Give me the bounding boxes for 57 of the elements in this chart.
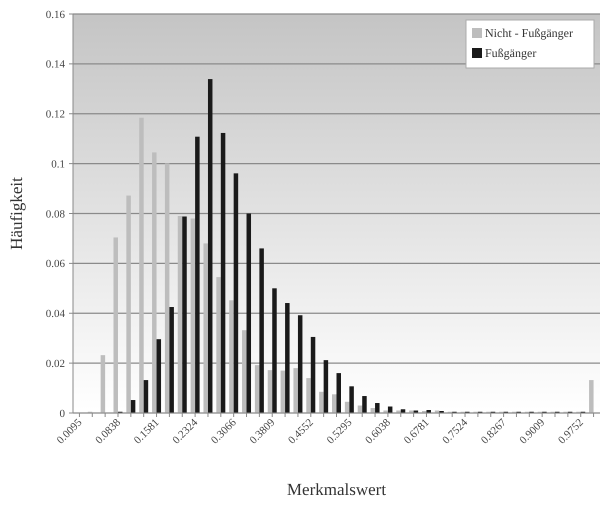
bar xyxy=(182,216,187,413)
bar xyxy=(362,396,367,413)
bar xyxy=(152,152,157,413)
bar xyxy=(169,307,174,413)
bar xyxy=(178,216,182,413)
bar xyxy=(126,196,131,413)
bar xyxy=(280,370,286,413)
y-tick-label: 0.08 xyxy=(46,208,66,220)
y-tick-label: 0.1 xyxy=(51,158,65,170)
bar xyxy=(242,330,247,413)
bar xyxy=(229,300,234,413)
bar xyxy=(259,248,264,413)
legend-label: Fußgänger xyxy=(485,46,536,60)
bar xyxy=(358,406,362,413)
bar xyxy=(254,365,260,413)
bar xyxy=(370,408,376,413)
bar xyxy=(208,79,212,413)
bar xyxy=(332,394,336,413)
bar xyxy=(113,237,118,413)
bar xyxy=(130,400,136,413)
bar xyxy=(268,370,272,413)
bar xyxy=(388,406,392,413)
bar xyxy=(306,378,311,413)
bar xyxy=(319,392,324,413)
bar xyxy=(203,243,208,413)
bar xyxy=(156,339,162,413)
bar xyxy=(349,386,354,413)
legend-label: Nicht - Fußgänger xyxy=(485,26,573,40)
bar xyxy=(220,132,226,413)
bar xyxy=(195,136,200,413)
y-tick-label: 0.16 xyxy=(46,8,66,21)
bar xyxy=(246,214,252,413)
bar xyxy=(285,303,290,413)
bar xyxy=(190,218,196,413)
y-tick-label: 0.14 xyxy=(46,58,66,71)
y-tick-label: 0.06 xyxy=(46,258,66,270)
bar xyxy=(164,163,170,413)
bar xyxy=(589,380,594,413)
y-tick-label: 0.02 xyxy=(46,358,65,370)
bar xyxy=(344,402,350,413)
bar xyxy=(144,380,148,413)
bar xyxy=(324,360,328,413)
bar xyxy=(234,173,238,413)
y-tick-label: 0.04 xyxy=(46,308,66,320)
y-axis-title: Häufigkeit xyxy=(7,176,26,250)
bar xyxy=(298,315,302,413)
bar xyxy=(310,336,316,413)
y-tick-label: 0 xyxy=(60,408,66,420)
bar xyxy=(293,368,298,413)
bar xyxy=(375,403,380,413)
bar xyxy=(336,373,341,413)
bar xyxy=(139,118,144,413)
x-axis-title: Merkmalswert xyxy=(286,480,386,499)
bar xyxy=(100,355,106,413)
bar xyxy=(216,277,221,413)
bar xyxy=(272,288,277,413)
y-tick-label: 0.12 xyxy=(46,108,65,121)
